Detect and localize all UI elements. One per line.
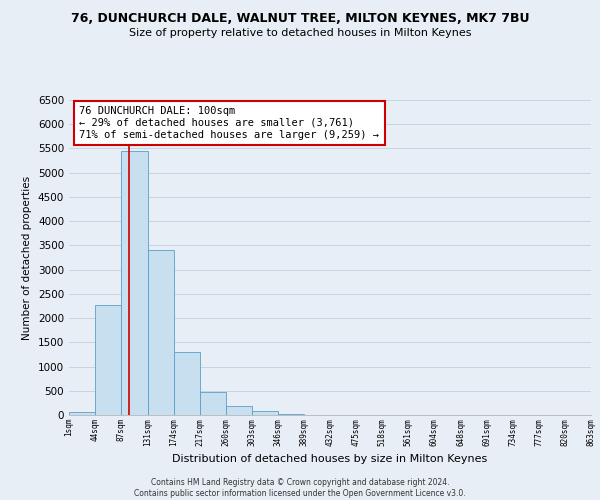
Bar [252, 412, 278, 415]
Bar [95, 304, 121, 415]
Text: Contains HM Land Registry data © Crown copyright and database right 2024.
Contai: Contains HM Land Registry data © Crown c… [134, 478, 466, 498]
Bar [148, 250, 174, 415]
Bar [200, 392, 226, 415]
Bar [69, 412, 95, 415]
X-axis label: Distribution of detached houses by size in Milton Keynes: Distribution of detached houses by size … [172, 454, 488, 464]
Bar [174, 352, 200, 415]
Text: 76 DUNCHURCH DALE: 100sqm
← 29% of detached houses are smaller (3,761)
71% of se: 76 DUNCHURCH DALE: 100sqm ← 29% of detac… [79, 106, 379, 140]
Bar [226, 406, 252, 415]
Bar [121, 151, 148, 415]
Text: Size of property relative to detached houses in Milton Keynes: Size of property relative to detached ho… [129, 28, 471, 38]
Bar [278, 414, 304, 415]
Y-axis label: Number of detached properties: Number of detached properties [22, 176, 32, 340]
Text: 76, DUNCHURCH DALE, WALNUT TREE, MILTON KEYNES, MK7 7BU: 76, DUNCHURCH DALE, WALNUT TREE, MILTON … [71, 12, 529, 26]
